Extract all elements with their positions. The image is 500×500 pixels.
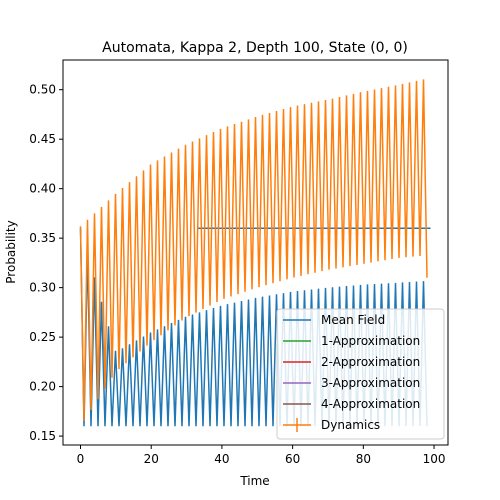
x-tick-label: 0 xyxy=(77,452,85,466)
y-tick-label: 0.50 xyxy=(29,83,56,97)
legend-entry-label: Mean Field xyxy=(321,313,385,327)
legend: Mean Field 1-Approximation 2-Approximation… xyxy=(276,308,445,440)
legend-entry-label: 1-Approximation xyxy=(321,334,420,348)
y-tick-label: 0.30 xyxy=(29,281,56,295)
legend-box xyxy=(276,308,445,440)
x-tick-label: 100 xyxy=(423,452,446,466)
y-tick-label: 0.35 xyxy=(29,231,56,245)
x-ticks: 0 20 40 60 80 100 xyxy=(77,445,446,466)
y-tick-label: 0.25 xyxy=(29,330,56,344)
x-tick-label: 80 xyxy=(356,452,371,466)
y-tick-label: 0.15 xyxy=(29,429,56,443)
y-tick-label: 0.45 xyxy=(29,132,56,146)
x-tick-label: 20 xyxy=(144,452,159,466)
x-tick-label: 60 xyxy=(285,452,300,466)
legend-entry-label: 2-Approximation xyxy=(321,355,420,369)
x-axis-label: Time xyxy=(239,474,269,488)
x-tick-label: 40 xyxy=(214,452,229,466)
chart-title: Automata, Kappa 2, Depth 100, State (0, … xyxy=(102,40,408,56)
legend-entry-label: Dynamics xyxy=(321,418,380,432)
legend-entry-label: 4-Approximation xyxy=(321,397,420,411)
legend-entry-label: 3-Approximation xyxy=(321,376,420,390)
y-tick-label: 0.20 xyxy=(29,380,56,394)
y-ticks: 0.15 0.20 0.25 0.30 0.35 0.40 0.45 0.50 xyxy=(29,83,63,443)
plot-frame xyxy=(62,59,449,446)
series-line-dynamics xyxy=(79,79,428,421)
y-tick-label: 0.40 xyxy=(29,182,56,196)
y-axis-label: Probability xyxy=(4,220,18,283)
